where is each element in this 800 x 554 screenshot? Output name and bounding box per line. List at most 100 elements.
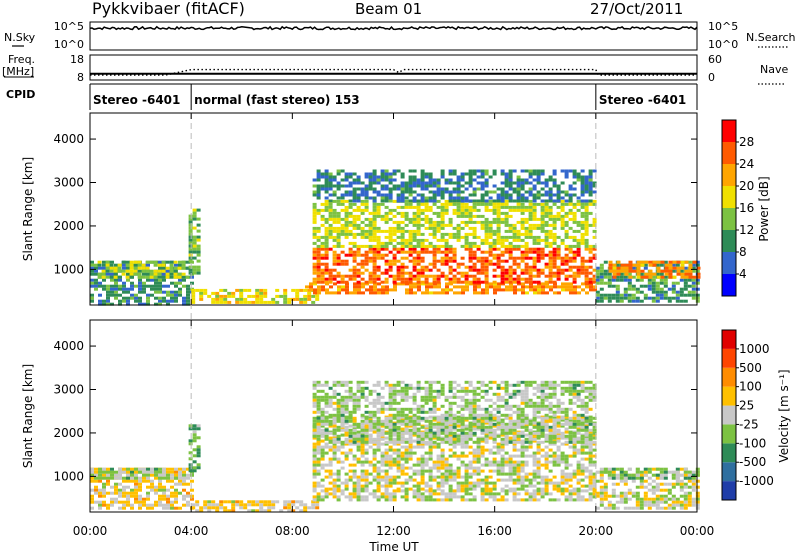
power-cell (568, 268, 573, 272)
power-cell (295, 297, 300, 301)
power-cell (456, 175, 461, 179)
power-cell (485, 291, 489, 295)
power-cell (196, 247, 201, 251)
power-cell (352, 259, 357, 263)
power-cell (448, 259, 453, 263)
power-cell (178, 293, 182, 297)
power-cell (472, 280, 477, 284)
power-cell (344, 262, 349, 266)
velocity-cell (424, 460, 429, 464)
power-cell (452, 172, 457, 176)
power-cell (588, 169, 593, 173)
power-cell (565, 285, 569, 289)
power-cell (599, 287, 604, 291)
velocity-cell (580, 418, 585, 422)
power-cell (480, 172, 485, 176)
velocity-cell (207, 506, 212, 510)
velocity-region (191, 500, 320, 513)
velocity-cell (512, 463, 517, 467)
power-cell (177, 266, 182, 270)
velocity-cell (384, 442, 389, 446)
velocity-cell (448, 463, 453, 467)
power-cell (440, 262, 445, 266)
power-cell (309, 282, 313, 286)
velocity-cell (110, 473, 114, 477)
velocity-cell (388, 475, 393, 479)
power-cell (126, 260, 130, 264)
velocity-cell (428, 489, 433, 493)
velocity-cell (328, 472, 333, 476)
power-cell (592, 181, 597, 185)
power-cell (388, 211, 393, 215)
velocity-cell (196, 424, 201, 428)
velocity-cell (440, 454, 445, 458)
power-cell (580, 178, 585, 182)
velocity-cell (440, 383, 445, 387)
power-cell (336, 280, 341, 284)
velocity-cell (388, 460, 393, 464)
power-cell (512, 238, 517, 242)
power-cell (336, 256, 341, 260)
velocity-cell (452, 478, 457, 482)
power-cell (196, 244, 201, 248)
power-cell (444, 247, 449, 251)
velocity-cell (576, 463, 581, 467)
power-cell (324, 187, 329, 191)
power-cell (121, 269, 126, 273)
velocity-cell (192, 466, 197, 470)
date-title: 27/Oct/2011 (590, 0, 683, 18)
power-cell (352, 256, 357, 260)
velocity-cell (420, 404, 425, 408)
power-cell (456, 235, 461, 239)
power-cell (663, 260, 668, 264)
power-cell (380, 253, 385, 257)
power-cell (324, 235, 329, 239)
power-cell (448, 277, 453, 281)
power-cell (595, 290, 600, 294)
velocity-cell (588, 492, 593, 496)
velocity-cell (560, 460, 565, 464)
power-cell (192, 271, 197, 275)
power-cell (448, 169, 453, 173)
velocity-cell (500, 460, 505, 464)
velocity-cell (178, 506, 182, 510)
velocity-cell (400, 451, 405, 455)
velocity-cell (424, 481, 429, 485)
power-cell (369, 288, 373, 292)
velocity-cell (524, 460, 529, 464)
velocity-cell (556, 415, 561, 419)
velocity-cell (312, 489, 317, 493)
velocity-cell (388, 401, 393, 405)
power-cell (320, 202, 325, 206)
velocity-cell (344, 398, 349, 402)
velocity-cell (484, 460, 489, 464)
velocity-cell (364, 495, 369, 499)
power-cell (683, 284, 688, 288)
power-cell (340, 223, 345, 227)
power-cell (544, 241, 549, 245)
power-cell (512, 229, 517, 233)
velocity-cell (428, 442, 433, 446)
velocity-cell (552, 392, 557, 396)
velocity-cell (484, 392, 489, 396)
power-cell (553, 282, 557, 286)
velocity-cell (580, 472, 585, 476)
velocity-cell (504, 442, 509, 446)
power-cell (412, 268, 417, 272)
power-cell (404, 271, 409, 275)
velocity-cell (392, 398, 397, 402)
velocity-cell (126, 479, 130, 483)
power-cell (599, 269, 604, 273)
power-cell (556, 187, 561, 191)
power-cell (337, 288, 341, 292)
velocity-cell (424, 389, 429, 393)
power-cell (420, 202, 425, 206)
power-cell (392, 256, 397, 260)
power-cell (94, 284, 98, 288)
velocity-cell (420, 442, 425, 446)
velocity-cell (504, 457, 509, 461)
power-cell (372, 262, 377, 266)
velocity-cell (114, 491, 118, 495)
velocity-cell (315, 506, 320, 510)
power-cell (585, 285, 589, 289)
